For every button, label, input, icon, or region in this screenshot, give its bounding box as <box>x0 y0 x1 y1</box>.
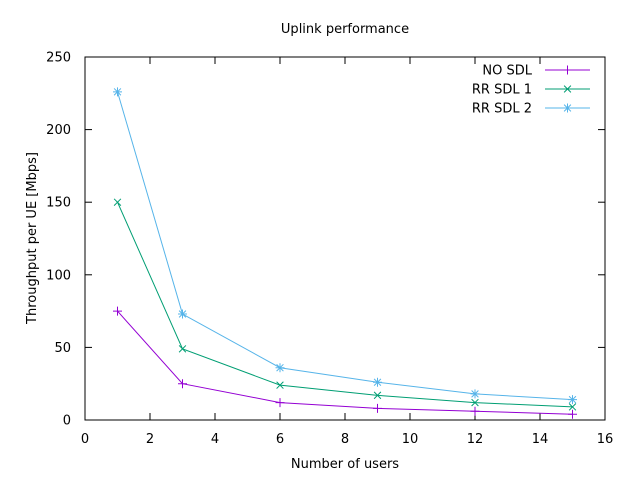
y-tick-label: 0 <box>63 414 71 429</box>
data-point-marker-no-sdl <box>470 406 480 416</box>
data-point-marker-no-sdl <box>113 306 122 316</box>
data-point-marker-rr-sdl-1 <box>113 198 122 206</box>
x-tick-label: 10 <box>402 432 419 447</box>
series-group <box>113 87 577 419</box>
data-point-marker-no-sdl <box>178 379 187 389</box>
y-tick-label: 200 <box>46 123 71 138</box>
series-line-rr-sdl-1 <box>117 201 573 408</box>
y-tick-label: 100 <box>46 268 71 283</box>
legend-marker-rr-sdl-1 <box>563 85 572 93</box>
legend-label-rr-sdl-1: RR SDL 1 <box>472 83 532 98</box>
data-point-marker-rr-sdl-2 <box>178 309 187 319</box>
data-point-marker-rr-sdl-2 <box>373 377 382 387</box>
x-axis-label: Number of users <box>291 457 399 472</box>
series-line-rr-sdl-2 <box>117 91 573 401</box>
x-tick-label: 12 <box>467 432 484 447</box>
x-tick-label: 8 <box>341 432 349 447</box>
data-point-marker-rr-sdl-2 <box>568 395 577 405</box>
data-point-marker-rr-sdl-1 <box>568 403 577 411</box>
legend: NO SDL RR SDL 1 RR SDL 2 <box>472 64 590 117</box>
data-point-marker-rr-sdl-1 <box>276 381 284 389</box>
x-tick-label: 2 <box>146 432 154 447</box>
data-point-marker-rr-sdl-1 <box>373 391 382 400</box>
x-tick-label: 16 <box>597 432 614 447</box>
data-point-marker-rr-sdl-2 <box>470 389 480 399</box>
y-axis-label: Throughput per UE [Mbps] <box>25 152 40 325</box>
axes: 0 2 4 6 8 10 12 14 16 0 50 100 150 200 250 <box>46 51 613 448</box>
legend-marker-rr-sdl-2 <box>563 103 572 113</box>
series-line-no-sdl <box>117 310 573 415</box>
data-point-marker-no-sdl <box>568 409 577 419</box>
x-tick-label: 4 <box>211 432 219 447</box>
x-tick-label: 14 <box>532 432 549 447</box>
data-point-marker-rr-sdl-2 <box>113 87 122 97</box>
data-point-marker-rr-sdl-2 <box>275 363 285 373</box>
chart-title: Uplink performance <box>281 22 409 37</box>
x-tick-label: 6 <box>276 432 284 447</box>
legend-marker-no-sdl <box>563 65 572 75</box>
data-point-marker-rr-sdl-1 <box>471 398 479 407</box>
data-point-marker-rr-sdl-1 <box>178 345 187 353</box>
y-tick-label: 250 <box>46 51 71 66</box>
legend-label-no-sdl: NO SDL <box>482 64 532 79</box>
y-tick-label: 150 <box>46 196 71 211</box>
data-point-marker-no-sdl <box>373 403 382 413</box>
legend-label-rr-sdl-2: RR SDL 2 <box>472 102 532 117</box>
y-tick-label: 50 <box>54 341 71 356</box>
x-tick-label: 0 <box>81 432 89 447</box>
data-point-marker-no-sdl <box>275 398 285 408</box>
